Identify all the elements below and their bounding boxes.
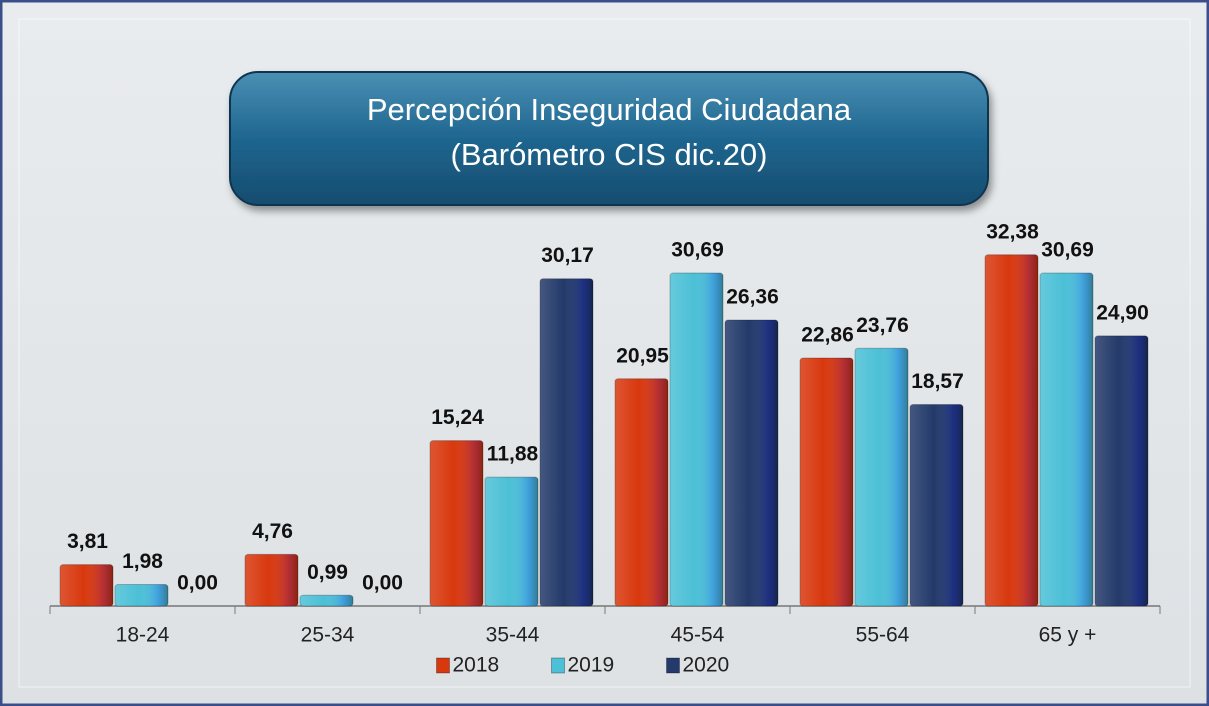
data-label: 0,00 bbox=[177, 572, 218, 595]
x-tick-label: 65 y + bbox=[1039, 624, 1097, 647]
x-tick-label: 35-44 bbox=[486, 624, 540, 647]
data-label: 32,38 bbox=[986, 220, 1039, 243]
data-label: 20,95 bbox=[616, 344, 669, 367]
bar-shade bbox=[485, 477, 538, 606]
legend-label: 2020 bbox=[683, 654, 730, 677]
data-label: 15,24 bbox=[431, 406, 484, 429]
bar-shade bbox=[855, 348, 908, 606]
x-tick-label: 55-64 bbox=[856, 624, 910, 647]
chart-title: Percepción Inseguridad Ciudadana bbox=[367, 92, 852, 127]
bar-shade bbox=[985, 254, 1038, 606]
bar-shade bbox=[1040, 273, 1093, 606]
legend-label: 2019 bbox=[568, 654, 615, 677]
data-label: 30,69 bbox=[1041, 239, 1094, 262]
bar-shade bbox=[245, 554, 298, 606]
data-label: 26,36 bbox=[726, 286, 779, 309]
bar-shade bbox=[670, 273, 723, 606]
legend-swatch bbox=[666, 657, 680, 674]
data-label: 0,00 bbox=[362, 572, 403, 595]
data-label: 24,90 bbox=[1096, 301, 1149, 324]
data-label: 30,17 bbox=[541, 244, 594, 267]
bar-shade bbox=[115, 584, 168, 606]
bar-shade bbox=[430, 440, 483, 606]
data-label: 22,86 bbox=[801, 324, 854, 347]
x-tick-label: 25-34 bbox=[301, 624, 355, 647]
bar-shade bbox=[615, 378, 668, 606]
legend-label: 2018 bbox=[453, 654, 500, 677]
legend-swatch bbox=[551, 657, 565, 674]
data-label: 30,69 bbox=[671, 239, 724, 262]
data-label: 11,88 bbox=[487, 443, 539, 466]
data-label: 23,76 bbox=[856, 314, 909, 337]
data-label: 4,76 bbox=[252, 520, 293, 543]
bar-shade bbox=[1095, 335, 1148, 606]
data-label: 18,57 bbox=[911, 370, 964, 393]
data-label: 0,99 bbox=[307, 561, 348, 584]
bar-shade bbox=[800, 358, 853, 606]
bar-shade bbox=[60, 564, 113, 606]
data-label: 1,98 bbox=[122, 550, 163, 573]
bar-shade bbox=[540, 278, 593, 606]
x-tick-label: 18-24 bbox=[116, 624, 170, 647]
chart-subtitle: (Barómetro CIS dic.20) bbox=[451, 137, 768, 172]
title-box bbox=[229, 71, 989, 206]
inner-frame bbox=[18, 18, 1191, 688]
bar-shade bbox=[725, 320, 778, 606]
data-label: 3,81 bbox=[67, 530, 108, 553]
bar-shade bbox=[300, 595, 353, 606]
bar-shade bbox=[910, 404, 963, 606]
legend-swatch bbox=[436, 657, 450, 674]
x-tick-label: 45-54 bbox=[671, 624, 725, 647]
